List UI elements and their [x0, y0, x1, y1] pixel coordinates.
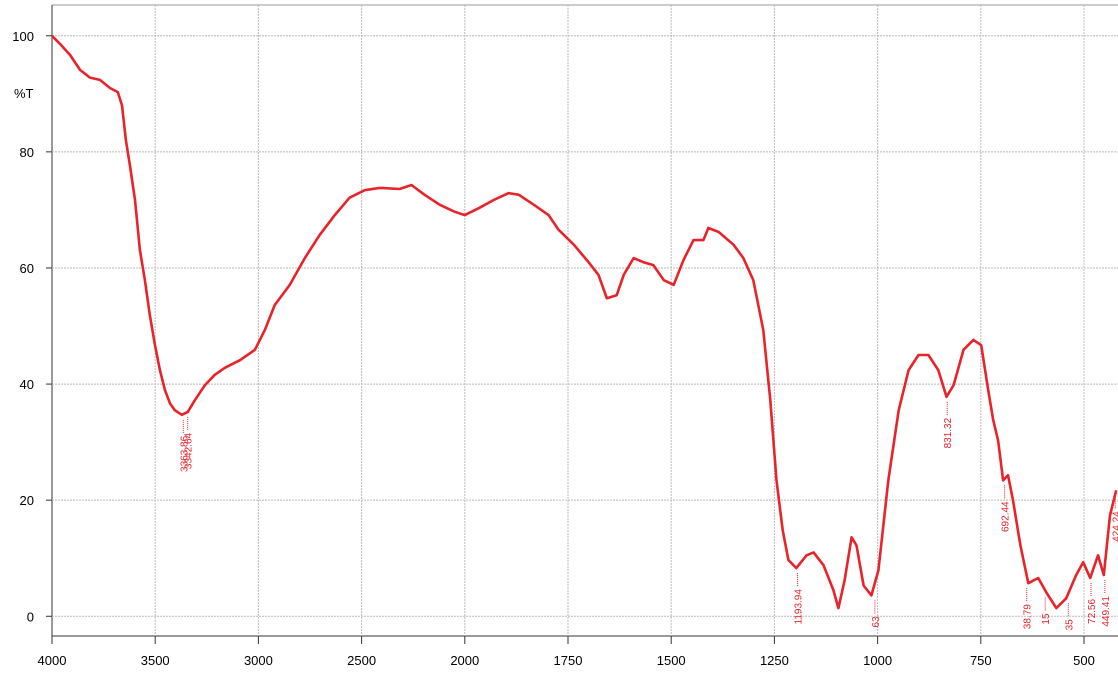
y-axis-label: %T: [14, 86, 34, 101]
annotation-label: 3342.64: [184, 432, 195, 469]
x-tick-label: 1500: [657, 653, 686, 668]
y-tick-label: 100: [12, 29, 34, 44]
y-tick-label: 60: [20, 261, 34, 276]
x-tick-label: 2000: [450, 653, 479, 668]
x-tick-label: 500: [1073, 653, 1095, 668]
annotation-label: 63: [871, 616, 882, 628]
x-tick-label: 3000: [244, 653, 273, 668]
annotation-label: 38.79: [1023, 604, 1034, 629]
x-tick-label: 3500: [141, 653, 170, 668]
annotation-label: 35: [1064, 619, 1075, 631]
annotation-label: 15: [1041, 613, 1052, 625]
annotation-label: 692.44: [1001, 501, 1012, 532]
x-tick-label: 1250: [760, 653, 789, 668]
x-tick-label: 1000: [863, 653, 892, 668]
y-tick-label: 20: [20, 493, 34, 508]
y-tick-label: 0: [27, 609, 34, 624]
annotation-label: 449.41: [1101, 596, 1112, 627]
annotation-label: 1193.94: [794, 589, 805, 625]
x-tick-label: 750: [970, 653, 992, 668]
spectrum-line: [51, 34, 1118, 610]
annotation-label: 72.56: [1087, 599, 1098, 624]
y-tick-label: 80: [20, 145, 34, 160]
x-tick-label: 1750: [554, 653, 583, 668]
annotation-label: 3363.86: [179, 435, 190, 472]
annotation-label: 831.32: [943, 417, 954, 448]
x-tick-label: 2500: [347, 653, 376, 668]
x-tick-label: 4000: [38, 653, 67, 668]
annotation-label: 424.24: [1111, 511, 1118, 542]
y-tick-label: 40: [20, 377, 34, 392]
